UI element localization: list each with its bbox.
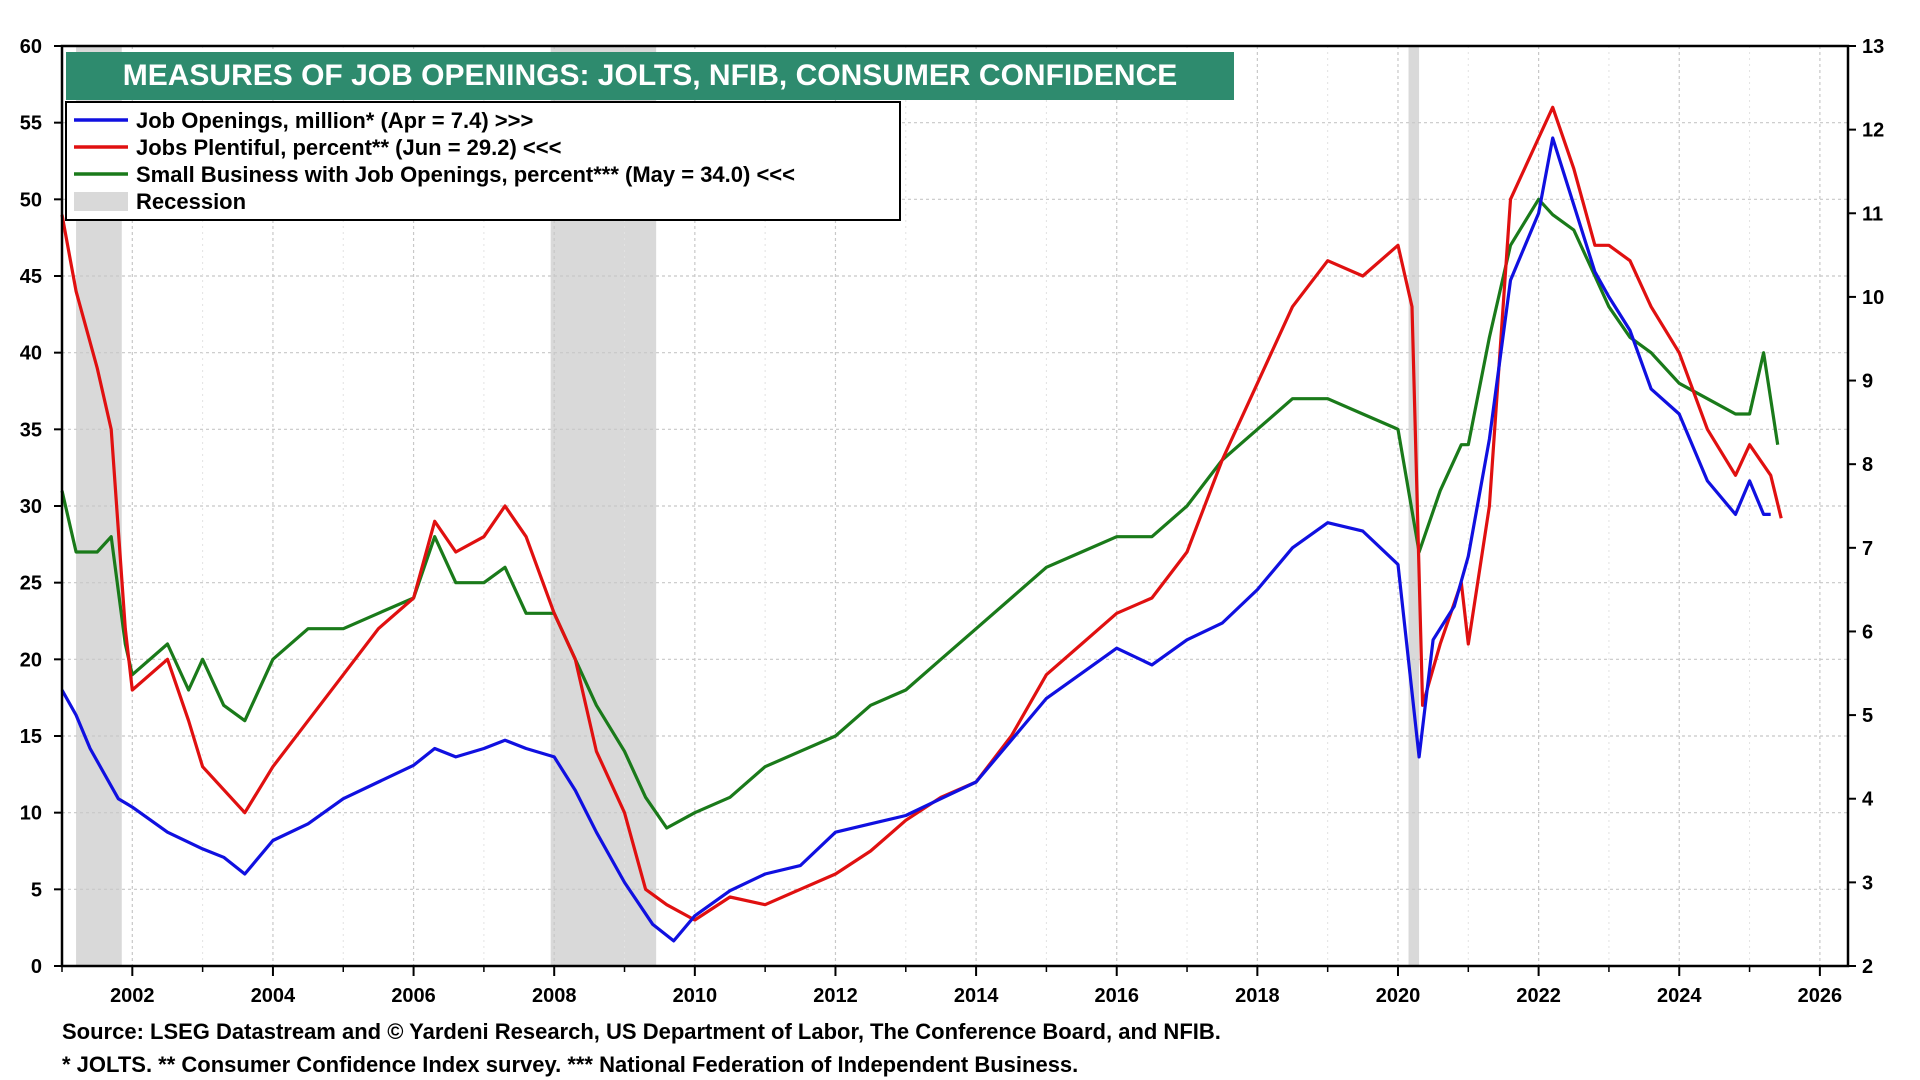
x-tick-label-2006: 2006 (391, 985, 436, 1007)
right-tick-label-11: 11 (1862, 203, 1883, 225)
x-tick-label-2012: 2012 (813, 985, 858, 1007)
left-tick-label-35: 35 (20, 419, 42, 441)
x-tick-label-2002: 2002 (110, 985, 155, 1007)
x-tick-label-2010: 2010 (673, 985, 718, 1007)
right-tick-label-8: 8 (1862, 454, 1873, 476)
x-tick-label-2018: 2018 (1235, 985, 1280, 1007)
x-tick-label-2022: 2022 (1516, 985, 1561, 1007)
x-tick-label-2020: 2020 (1376, 985, 1421, 1007)
footnotes: * JOLTS. ** Consumer Confidence Index su… (62, 1052, 1079, 1077)
left-tick-label-15: 15 (20, 726, 42, 748)
legend-label-1: Job Openings, million* (Apr = 7.4) >>> (136, 108, 533, 133)
legend: Job Openings, million* (Apr = 7.4) >>>Jo… (65, 101, 901, 221)
right-tick-label-2: 2 (1862, 956, 1873, 978)
legend-swatch-recession (74, 192, 128, 211)
jobs-plentiful-line (60, 105, 1783, 922)
right-tick-label-13: 13 (1862, 36, 1884, 58)
title-background (66, 52, 1234, 100)
left-tick-label-40: 40 (20, 343, 42, 365)
x-tick-label-2004: 2004 (251, 985, 296, 1007)
right-tick-label-12: 12 (1862, 120, 1884, 142)
source-note: Source: LSEG Datastream and © Yardeni Re… (62, 1019, 1221, 1044)
left-tick-label-50: 50 (20, 189, 42, 211)
left-tick-label-10: 10 (20, 803, 42, 825)
x-tick-label-2008: 2008 (532, 985, 577, 1007)
right-tick-label-9: 9 (1862, 371, 1873, 393)
job-openings-line (60, 136, 1771, 943)
x-tick-label-2014: 2014 (954, 985, 999, 1007)
legend-box (65, 101, 901, 221)
legend-label-4: Recession (136, 189, 246, 214)
left-tick-label-25: 25 (20, 573, 42, 595)
right-tick-label-6: 6 (1862, 621, 1873, 643)
right-tick-label-4: 4 (1862, 789, 1874, 811)
x-tick-label-2026: 2026 (1798, 985, 1843, 1007)
x-tick-label-2024: 2024 (1657, 985, 1702, 1007)
left-tick-label-5: 5 (31, 879, 42, 901)
right-tick-label-7: 7 (1862, 538, 1873, 560)
chart-title: MEASURES OF JOB OPENINGS: JOLTS, NFIB, C… (123, 59, 1178, 92)
x-tick-label-2016: 2016 (1094, 985, 1139, 1007)
right-tick-label-3: 3 (1862, 872, 1873, 894)
right-tick-label-5: 5 (1862, 705, 1873, 727)
right-tick-label-10: 10 (1862, 287, 1884, 309)
left-tick-label-30: 30 (20, 496, 42, 518)
left-tick-label-55: 55 (20, 113, 42, 135)
left-tick-label-0: 0 (31, 956, 42, 978)
left-tick-label-45: 45 (20, 266, 42, 288)
legend-label-2: Jobs Plentiful, percent** (Jun = 29.2) <… (136, 135, 561, 160)
legend-label-3: Small Business with Job Openings, percen… (136, 162, 795, 187)
small-business-line (60, 197, 1780, 830)
left-tick-label-20: 20 (20, 649, 42, 671)
chart-title-box: MEASURES OF JOB OPENINGS: JOLTS, NFIB, C… (66, 52, 1234, 100)
left-tick-label-60: 60 (20, 36, 42, 58)
